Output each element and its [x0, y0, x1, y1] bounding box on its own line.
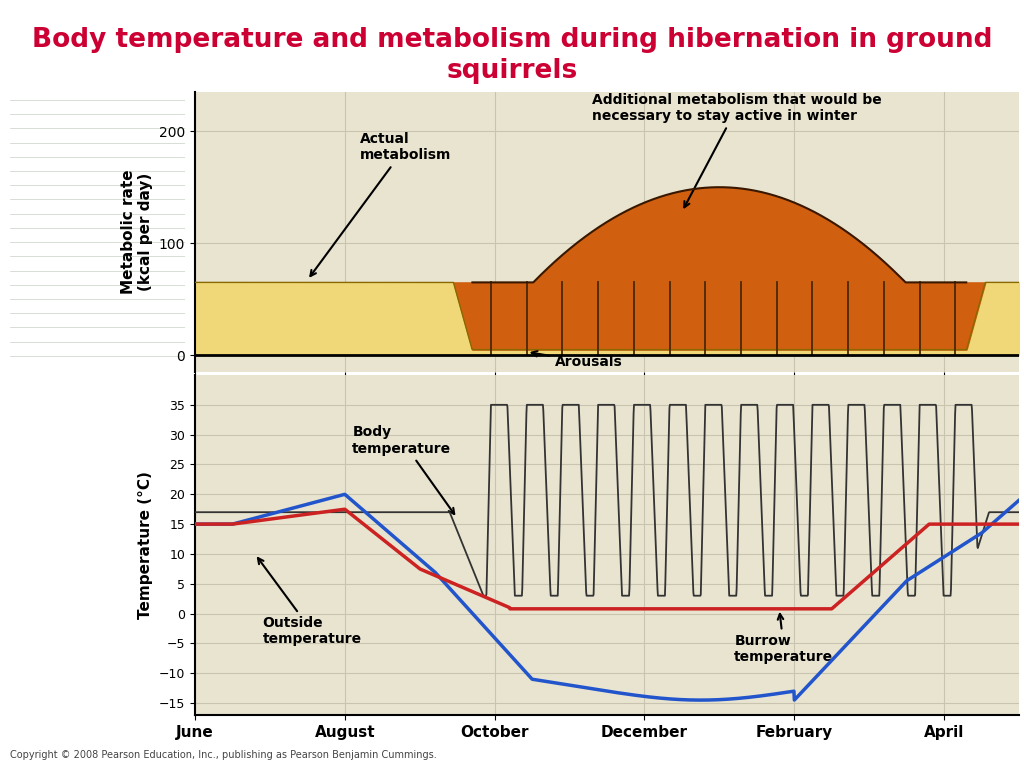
Text: Arousals: Arousals — [531, 351, 623, 369]
Text: squirrels: squirrels — [446, 58, 578, 84]
Text: Outside
temperature: Outside temperature — [258, 558, 361, 647]
Y-axis label: Metabolic rate
(kcal per day): Metabolic rate (kcal per day) — [121, 170, 154, 294]
Text: Additional metabolism that would be
necessary to stay active in winter: Additional metabolism that would be nece… — [592, 93, 882, 207]
Y-axis label: Temperature (°C): Temperature (°C) — [138, 471, 154, 619]
Text: Body
temperature: Body temperature — [352, 425, 455, 514]
Text: Actual
metabolism: Actual metabolism — [310, 132, 452, 276]
Text: Copyright © 2008 Pearson Education, Inc., publishing as Pearson Benjamin Cumming: Copyright © 2008 Pearson Education, Inc.… — [10, 750, 437, 760]
Text: Burrow
temperature: Burrow temperature — [734, 614, 834, 664]
Text: Body temperature and metabolism during hibernation in ground: Body temperature and metabolism during h… — [32, 27, 992, 53]
